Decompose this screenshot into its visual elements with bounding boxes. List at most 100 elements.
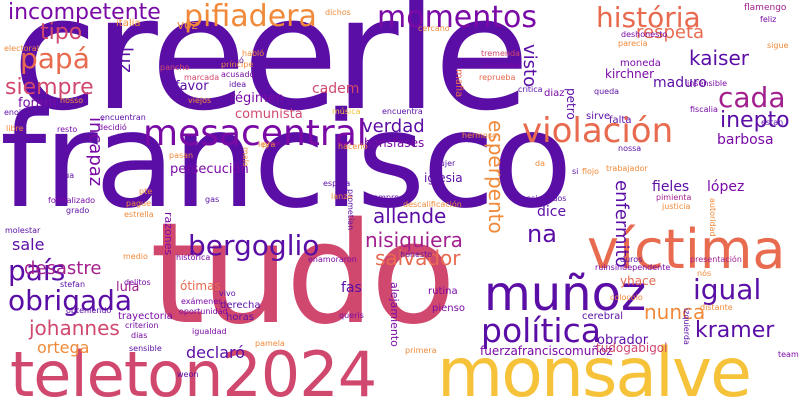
word: sua	[60, 171, 75, 180]
word: lanza	[331, 192, 353, 201]
word: resto	[57, 125, 78, 134]
word: pienso	[432, 303, 465, 314]
word: estan	[761, 118, 784, 127]
word: nunca	[644, 300, 706, 324]
word: ruinsindependente	[595, 263, 671, 272]
word: cerebral	[582, 311, 624, 322]
word: igual	[693, 273, 762, 306]
word: monsalve	[437, 334, 752, 400]
word: fieles	[652, 179, 690, 195]
word: muñoz	[484, 266, 647, 322]
word: fuerzafranciscomuñoz	[480, 344, 613, 358]
word: pifiadera	[184, 0, 317, 34]
word: política	[481, 311, 601, 350]
word: enojada	[4, 108, 36, 117]
word: izquierda	[682, 308, 691, 345]
word: luz	[115, 47, 136, 73]
word: tremenda	[481, 49, 520, 58]
word: delitos	[124, 278, 151, 287]
word: tudogabigol	[596, 341, 668, 355]
word: encuentra	[382, 107, 423, 116]
word: si	[572, 167, 579, 176]
word: escuchó	[211, 56, 244, 65]
word: sirve	[586, 111, 611, 122]
word: trayectoria	[118, 311, 173, 322]
word: régimen	[230, 91, 284, 106]
word: medio	[123, 252, 148, 261]
word: gas	[205, 195, 220, 204]
word: horas	[226, 312, 254, 323]
word: respeta	[636, 22, 705, 43]
word: duros	[620, 255, 643, 264]
word: flojo	[582, 167, 600, 176]
word: team	[778, 350, 799, 359]
word: papá	[20, 42, 90, 75]
word: queris	[339, 311, 364, 320]
word: ortega	[37, 338, 90, 357]
word: declaró	[186, 343, 246, 362]
word: hermoso	[462, 131, 497, 140]
word: insensible	[687, 79, 728, 88]
word: estrella	[124, 210, 154, 219]
word: da	[535, 159, 545, 168]
word: pague	[126, 199, 152, 208]
word: enfermito	[611, 180, 632, 268]
word: esperpento	[484, 120, 508, 234]
word: crítica	[518, 85, 543, 94]
word: prometían	[346, 189, 355, 231]
word: molestar	[5, 226, 41, 235]
word: violación	[522, 111, 674, 151]
word: nossa	[618, 144, 642, 153]
word: exámenes	[181, 297, 223, 306]
word: electoral	[4, 44, 39, 53]
word: visto	[519, 44, 540, 88]
word: espera	[323, 179, 351, 188]
word: encuentran	[100, 113, 146, 122]
word: justicia	[662, 202, 691, 211]
word: persecución	[170, 162, 249, 177]
word: descalificación	[403, 200, 462, 209]
word: alejamiento	[388, 282, 401, 347]
word: tipo	[40, 20, 83, 45]
word: bonsfases	[364, 136, 425, 150]
word: mujer	[432, 159, 456, 168]
word: mesacentral	[143, 113, 367, 154]
word: cada	[718, 81, 786, 114]
word: lula	[116, 280, 140, 295]
word: sale	[12, 235, 45, 254]
word: víctima	[587, 218, 786, 281]
word: música	[332, 107, 361, 116]
word: gávea	[110, 133, 135, 142]
word: bergoglio	[188, 229, 320, 262]
word: ótimas	[180, 279, 221, 293]
word: sigue	[767, 41, 789, 50]
word: creerle	[12, 0, 530, 145]
word: viejos	[188, 96, 212, 105]
word: desastre	[24, 258, 102, 279]
word: país	[8, 254, 66, 287]
word: kramer	[695, 318, 775, 343]
word: petro	[564, 88, 578, 120]
word: sempre	[369, 193, 399, 202]
word: francisco	[0, 84, 573, 238]
word: pancho	[160, 63, 190, 72]
word: pasan	[169, 151, 194, 160]
word: grado	[66, 206, 90, 215]
word: sensible	[129, 344, 162, 353]
word: formalizado	[48, 196, 96, 205]
word: obrador	[597, 333, 649, 348]
word: criterion	[125, 321, 159, 330]
word: habló	[242, 49, 265, 58]
word: pte	[139, 187, 153, 196]
word: autoridad	[708, 198, 717, 237]
word: diaz	[544, 88, 565, 99]
word: oportunidad	[179, 307, 228, 316]
word: marcada	[184, 73, 220, 82]
word: cambiador	[479, 61, 522, 70]
word: decidió	[98, 123, 127, 132]
word: falta	[609, 115, 632, 126]
word: incompetente	[8, 0, 161, 25]
word: primera	[405, 346, 437, 355]
word: deshonesto	[621, 30, 668, 39]
